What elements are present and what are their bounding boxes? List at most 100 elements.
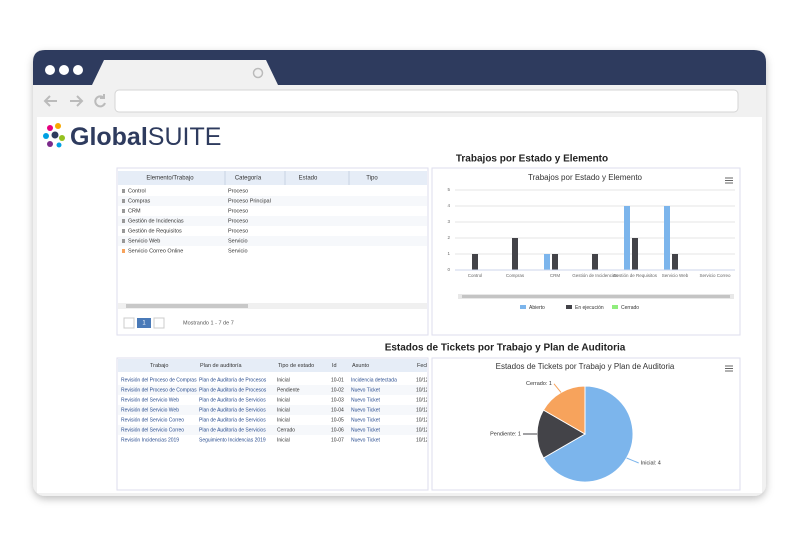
legend-label[interactable]: En ejecución [575,305,604,311]
table-cell: 10/12 [416,387,429,393]
x-tick-label: Servicio Correo [699,273,731,278]
legend-swatch[interactable] [520,305,526,309]
tree-icon [122,199,125,203]
tree-icon [122,209,125,213]
browser-tab[interactable] [92,60,278,85]
window-dot [59,65,69,75]
bar[interactable] [624,206,630,270]
table-cell: Inicial [277,397,290,403]
bar[interactable] [632,238,638,270]
column-header[interactable]: Tipo de estado [278,363,314,369]
scroll-thumb[interactable] [126,304,248,308]
pie-slice[interactable] [542,385,586,435]
table-cell: 10-02 [331,387,344,393]
chart-menu[interactable] [725,365,733,372]
table-cell: Revisión del Servicio Correo [121,427,184,433]
table-row[interactable] [118,206,427,216]
chart-scroll-thumb[interactable] [462,295,730,298]
table-cell: Nuevo Ticket [351,387,381,393]
table-row[interactable] [118,196,427,206]
table-cell: Inicial [277,407,290,413]
page-current[interactable] [137,318,151,328]
legend-label[interactable]: Cerrado [621,305,639,311]
table-cell: Revisión del Proceso de Compras [121,387,197,393]
pie-slice[interactable] [536,409,586,459]
column-header[interactable]: Id [332,363,337,369]
table-row[interactable] [118,405,427,415]
chart-menu[interactable] [725,177,733,184]
table-cell: Revisión del Proceso de Compras [121,377,197,383]
table-cell: Compras [128,198,151,204]
x-tick-label: Gestión de Incidencias [572,273,618,278]
legend-label[interactable]: Abierto [529,305,545,311]
table-cell: Plan de Auditoría de Servicios [199,407,266,413]
table-row[interactable] [118,186,427,196]
table-cell: Servicio [228,248,248,254]
legend-swatch[interactable] [566,305,572,309]
table-header [118,359,427,372]
table-cell: Inicial [277,437,290,443]
x-tick-label: Compras [506,273,525,278]
table-row[interactable] [118,415,427,425]
table-cell: Nuevo Ticket [351,417,381,423]
connector [553,383,562,393]
table-row[interactable] [118,425,427,435]
column-header[interactable]: Plan de auditoría [200,363,243,369]
column-header[interactable]: Trabajo [150,363,168,369]
table-row[interactable] [118,375,427,385]
column-header[interactable]: Fecha [417,363,433,369]
table-cell: Proceso [228,188,248,194]
bar[interactable] [592,254,598,270]
logo-left: Global [70,123,148,151]
table-cell: 10/12 [416,397,429,403]
column-header[interactable]: Categoría [235,176,262,182]
tree-icon [122,189,125,193]
scrollbar[interactable] [118,303,427,309]
column-header[interactable]: Asunto [352,363,369,369]
bar[interactable] [512,238,518,270]
table-row[interactable] [118,385,427,395]
table-row[interactable] [118,236,427,246]
column-header[interactable]: Estado [299,176,318,182]
legend-swatch[interactable] [612,305,618,309]
table: Trabajo Plan de auditoría Tipo de estado Id… [118,359,433,445]
bar[interactable] [664,206,670,270]
table-cell: Revisión Incidencias 2019 [121,437,179,443]
tree-icon [122,229,125,233]
bar[interactable] [472,254,478,270]
page-prev[interactable] [123,317,135,329]
y-tick-label: 3 [447,219,450,224]
table-cell: Nuevo Ticket [351,427,381,433]
x-tick-label: Servicio Web [662,273,689,278]
forward-button[interactable] [70,95,84,107]
table-cell: 10-05 [331,417,344,423]
chart-panel [431,167,741,336]
page-next[interactable] [153,317,165,329]
column-header[interactable]: Elemento/Trabajo [146,176,194,182]
table-row[interactable] [118,226,427,236]
table-cell: Proceso [228,218,248,224]
column-header[interactable]: Tipo [366,176,378,182]
bar[interactable] [672,254,678,270]
table-cell: Nuevo Ticket [351,407,381,413]
table-row[interactable] [118,395,427,405]
tab-close[interactable] [252,67,264,79]
chart-title: Estados de Tickets por Trabajo y Plan de… [496,362,675,371]
table-cell: Inicial [277,417,290,423]
bar[interactable] [552,254,558,270]
table-cell: 10/12 [416,417,429,423]
table-row[interactable] [118,246,427,256]
table-row[interactable] [118,216,427,226]
pie-slice[interactable] [542,385,634,483]
table-cell: Revisión del Servicio Web [121,407,179,413]
table-row[interactable] [118,435,427,445]
tree-icon [122,239,125,243]
back-button[interactable] [43,95,57,107]
pagination-info: Mostrando 1 - 7 de 7 [183,320,234,326]
reload-button[interactable] [94,94,106,108]
x-tick-label: Gestión de Requisitos [613,273,658,278]
table-cell: Inicial [277,377,290,383]
address-bar[interactable] [114,89,739,113]
bar[interactable] [544,254,550,270]
